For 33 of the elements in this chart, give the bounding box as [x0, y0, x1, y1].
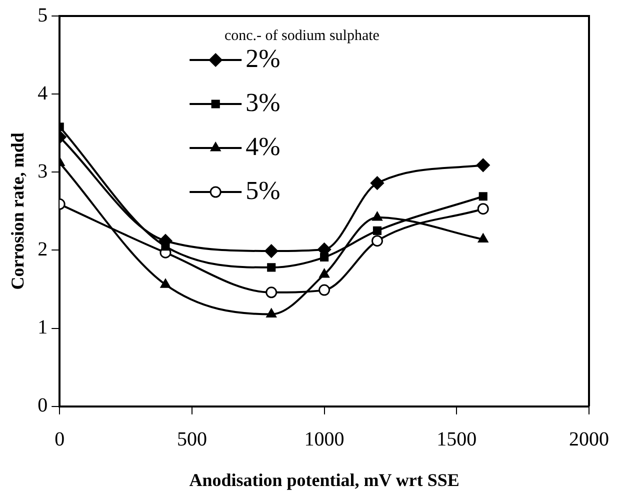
point	[267, 263, 276, 272]
point	[477, 203, 489, 215]
y-tick-label: 1	[38, 316, 48, 339]
point	[372, 226, 382, 236]
point	[266, 286, 278, 298]
point	[478, 234, 488, 243]
x-tick-label: 0	[54, 428, 65, 451]
point	[370, 176, 384, 190]
point	[372, 212, 382, 221]
legend-label: 3%	[246, 88, 280, 117]
point	[318, 284, 330, 296]
point	[160, 278, 171, 288]
x-axis-title: Anodisation potential, mV wrt SSE	[189, 470, 460, 490]
point	[266, 308, 276, 318]
x-tick-label: 1500	[436, 428, 477, 451]
point	[371, 235, 383, 247]
legend-label: 2%	[246, 44, 280, 73]
point	[264, 244, 278, 258]
legend-title: conc.- of sodium sulphate	[224, 28, 380, 44]
y-tick-label: 4	[38, 82, 48, 104]
x-tick-label: 2000	[569, 428, 609, 451]
legend-label: 5%	[246, 176, 280, 205]
y-tick-label: 5	[38, 4, 48, 26]
point	[319, 268, 330, 278]
y-tick-label: 0	[38, 394, 48, 417]
legend-label: 4%	[246, 132, 280, 161]
point	[478, 192, 488, 201]
x-tick-label: 500	[176, 428, 207, 451]
x-tick-label: 1000	[304, 428, 344, 451]
point	[476, 158, 490, 172]
y-tick-label: 3	[38, 160, 48, 182]
y-tick-label: 2	[38, 238, 48, 260]
y-axis-title: Corrosion rate, mdd	[7, 132, 28, 290]
